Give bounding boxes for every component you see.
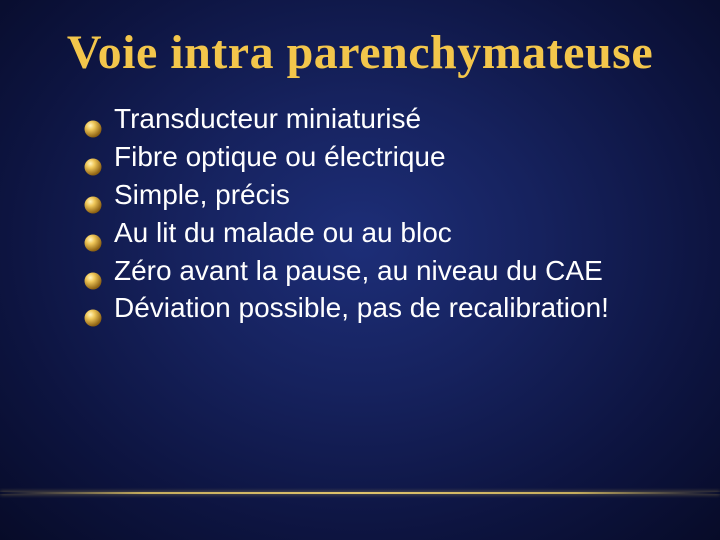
list-item: Transducteur miniaturisé [84, 100, 670, 138]
bullet-sphere-icon [84, 262, 102, 280]
bullet-text: Fibre optique ou électrique [114, 141, 446, 172]
bullet-text: Au lit du malade ou au bloc [114, 217, 452, 248]
bullet-list: Transducteur miniaturisé Fibre optique o… [50, 100, 670, 327]
list-item: Zéro avant la pause, au niveau du CAE [84, 252, 670, 290]
bullet-sphere-icon [84, 110, 102, 128]
bullet-sphere-icon [84, 148, 102, 166]
list-item: Fibre optique ou électrique [84, 138, 670, 176]
divider-line [0, 492, 720, 494]
bullet-text: Déviation possible, pas de recalibration… [114, 292, 609, 323]
bullet-sphere-icon [84, 299, 102, 317]
slide-title: Voie intra parenchymateuse [50, 28, 670, 78]
bullet-text: Simple, précis [114, 179, 290, 210]
bullet-sphere-icon [84, 186, 102, 204]
list-item: Au lit du malade ou au bloc [84, 214, 670, 252]
bullet-text: Zéro avant la pause, au niveau du CAE [114, 255, 603, 286]
list-item: Déviation possible, pas de recalibration… [84, 289, 670, 327]
bullet-sphere-icon [84, 224, 102, 242]
bullet-text: Transducteur miniaturisé [114, 103, 421, 134]
list-item: Simple, précis [84, 176, 670, 214]
slide: Voie intra parenchymateuse Transducteur … [0, 0, 720, 540]
